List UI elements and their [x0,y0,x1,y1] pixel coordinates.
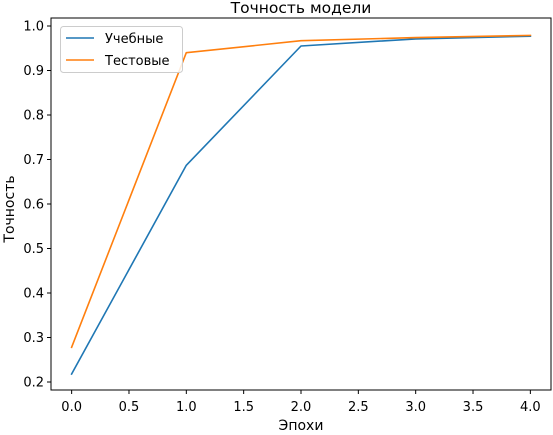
y-tick-label: 0.3 [23,331,44,346]
series-line-0 [70,35,532,376]
y-tick-label: 0.7 [23,153,44,168]
y-tick-label: 0.8 [23,109,44,124]
x-tick-label: 1.0 [176,400,197,415]
plot-area [50,17,552,391]
x-tick-label: 3.5 [463,400,484,415]
y-tick-label: 1.0 [23,20,44,35]
x-axis-label: Эпохи [279,418,324,434]
chart-title: Точность модели [230,0,372,17]
axis-ticks: 0.0 0.5 1.0 1.5 2.0 2.5 3.0 3.5 4.0 0.2 0.3 0.4 0.5 0… [23,20,540,415]
y-tick-label: 0.2 [23,375,44,390]
x-tick-label: 2.0 [291,400,312,415]
axes-frame [50,17,552,391]
x-tick-label: 1.5 [233,400,254,415]
x-tick-label: 0.5 [119,400,140,415]
y-tick-label: 0.6 [23,198,44,213]
y-tick-label: 0.5 [23,242,44,257]
legend-label-0: Учебные [105,32,163,47]
x-tick-label: 0.0 [61,400,82,415]
series-line-1 [70,34,532,349]
y-axis-label: Точность [2,175,18,243]
x-tick-label: 4.0 [520,400,541,415]
legend-label-1: Тестовые [104,54,170,69]
legend: Учебные Тестовые [60,26,183,73]
x-tick-label: 2.5 [348,400,369,415]
x-tick-label: 3.0 [405,400,426,415]
y-tick-label: 0.4 [23,286,44,301]
y-tick-label: 0.9 [23,64,44,79]
